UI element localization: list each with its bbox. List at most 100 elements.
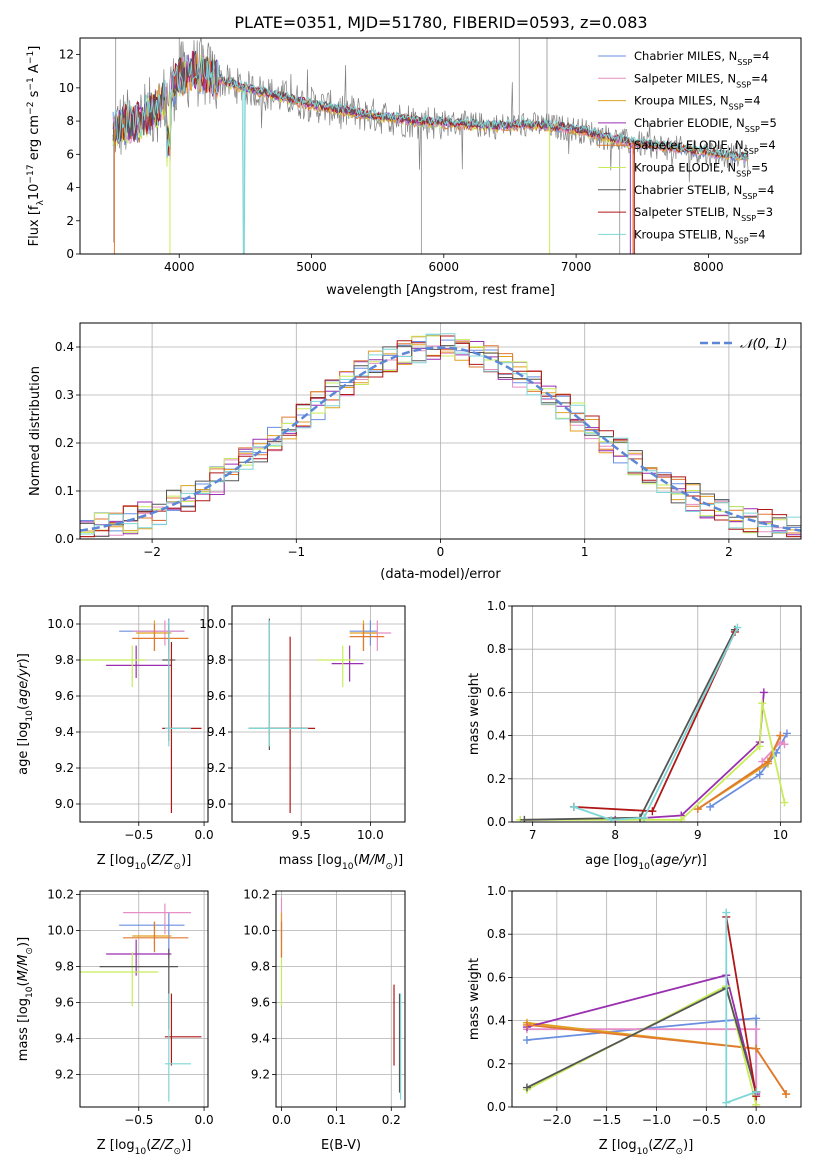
x-tick-label: 9 (694, 828, 702, 842)
legend-label-salpeter-miles: Salpeter MILES, NSSP=4 (634, 71, 768, 89)
x-tick-label: −1.0 (642, 1113, 671, 1127)
y-tick-label: 8 (66, 114, 74, 128)
y-tick-label: 9.8 (55, 960, 74, 974)
y-tick-label: 0.8 (487, 927, 506, 941)
legend-label-chabrier-miles: Chabrier MILES, NSSP=4 (634, 49, 769, 67)
mass-z-y-label: mass [log10(M/M⊙)] (16, 937, 35, 1061)
y-tick-label: 10.0 (47, 924, 74, 938)
x-tick-label: 0 (437, 545, 445, 559)
legend-label-chabrier-stelib: Chabrier STELIB, NSSP=4 (634, 183, 774, 201)
x-tick-label: −1 (287, 545, 305, 559)
x-tick-label: 10.0 (357, 828, 384, 842)
weight-marker-chabrier-miles (706, 802, 715, 811)
x-tick-label: 5000 (296, 260, 327, 274)
y-tick-label: 9.0 (207, 797, 226, 811)
weight-marker-salpeter-elodie (522, 1020, 531, 1029)
weight-marker-kroupa-stelib (640, 813, 649, 822)
weight-marker-chabrier-miles (782, 729, 791, 738)
weight-marker-salpeter-elodie (752, 1044, 761, 1053)
y-tick-label: 0.0 (487, 815, 506, 829)
legend-label-salpeter-elodie: Salpeter ELODIE, NSSP=4 (634, 138, 776, 156)
lines-weight-vs-age (516, 623, 791, 822)
spectrum-axes-frame (79, 37, 802, 255)
y-tick-label: 0.4 (487, 729, 506, 743)
y-tick-label: 12 (59, 48, 74, 62)
panel-spectrum (76, 54, 709, 258)
y-tick-label: 0.1 (55, 484, 74, 498)
histogram-y-label: Normed distribution (28, 366, 43, 496)
weight-marker-kroupa-elodie (677, 815, 686, 822)
crosses-age-vs-Z (80, 618, 202, 813)
weight-line-kroupa-stelib (573, 627, 739, 821)
spectrum-lines (112, 38, 749, 254)
panel-age-vs-Z (76, 606, 208, 826)
weight-age-x-label: age [log10(age/yr)] (585, 853, 707, 872)
legend-label-chabrier-elodie: Chabrier ELODIE, NSSP=5 (634, 116, 777, 133)
y-tick-label: 0.2 (487, 1057, 506, 1071)
weight-marker-salpeter-miles (752, 1025, 761, 1034)
histogram-x-label: (data-model)/error (380, 567, 501, 582)
y-tick-label: 9.4 (55, 725, 74, 739)
x-tick-label: 0.0 (195, 1113, 214, 1127)
y-tick-label: 9.2 (55, 1068, 74, 1082)
weight-z-x-label: Z [log10(Z/Z⊙)] (599, 1138, 694, 1157)
weight-marker-kroupa-elodie (752, 1100, 761, 1107)
weight-marker-chabrier-stelib (522, 1083, 531, 1092)
histogram-legend-label: 𝒩(0, 1) (740, 337, 787, 352)
y-tick-label: 0.3 (55, 388, 74, 402)
y-tick-label: 9.0 (55, 797, 74, 811)
weight-marker-kroupa-stelib (607, 815, 616, 822)
spectrum-y-label: Flux [fλ10−17 erg cm−2 s−1 A−1] (26, 46, 46, 247)
weight-age-y-label: mass weight (467, 673, 482, 755)
y-tick-label: 9.2 (251, 1068, 270, 1082)
weight-marker-chabrier-miles (752, 1014, 761, 1023)
legend-label-kroupa-elodie: Kroupa ELODIE, NSSP=5 (634, 161, 768, 179)
weight-marker-salpeter-elodie (693, 805, 702, 814)
x-tick-label: −2 (143, 545, 161, 559)
lines-weight-vs-Z (522, 908, 791, 1107)
y-tick-label: 0.4 (487, 1014, 506, 1028)
y-tick-label: 9.6 (55, 996, 74, 1010)
y-tick-label: 10.2 (47, 888, 74, 902)
weight-marker-kroupa-stelib (722, 1098, 731, 1107)
mass-z-x-label: Z [log10(Z/Z⊙)] (97, 1138, 192, 1157)
y-tick-label: 10.0 (47, 617, 74, 631)
y-tick-label: 9.6 (251, 996, 270, 1010)
weight-marker-kroupa-stelib (569, 802, 578, 811)
histogram-axes-frame (79, 322, 802, 540)
y-tick-label: 9.8 (207, 653, 226, 667)
y-tick-label: 9.6 (207, 689, 226, 703)
y-tick-label: 0.8 (487, 642, 506, 656)
y-tick-label: 9.2 (55, 761, 74, 775)
x-tick-label: 2 (725, 545, 733, 559)
mass-ebv-x-label: E(B-V) (321, 1138, 361, 1153)
crosses-mass-vs-Z (80, 903, 202, 1102)
crosses-age-vs-mass (248, 618, 392, 813)
y-tick-label: 9.6 (55, 689, 74, 703)
y-tick-label: 0.0 (487, 1100, 506, 1114)
x-tick-label: 0.1 (327, 1113, 346, 1127)
weight-marker-kroupa-elodie (758, 699, 767, 708)
axes-frame-mass-vs-EBV (275, 890, 406, 1108)
y-tick-label: 6 (66, 147, 74, 161)
x-tick-label: 10 (773, 828, 788, 842)
histogram-kroupa-stelib (80, 333, 801, 535)
age-z-y-label: age [log10(age/yr)] (16, 653, 35, 775)
x-tick-label: 1 (581, 545, 589, 559)
x-tick-label: 4000 (164, 260, 195, 274)
model-line-kroupa-stelib (112, 54, 749, 254)
x-tick-label: −1.5 (592, 1113, 621, 1127)
y-tick-label: 4 (66, 181, 74, 195)
legend-label-kroupa-miles: Kroupa MILES, NSSP=4 (634, 94, 761, 112)
weight-marker-kroupa-stelib (722, 908, 731, 917)
weight-marker-salpeter-elodie (763, 757, 772, 766)
y-tick-label: 0.2 (487, 772, 506, 786)
x-tick-label: −0.5 (124, 1113, 153, 1127)
x-tick-label: 8000 (693, 260, 724, 274)
axes-frame-age-vs-mass (231, 605, 406, 823)
y-tick-label: 9.4 (55, 1032, 74, 1046)
figure-title: PLATE=0351, MJD=51780, FIBERID=0593, z=0… (234, 13, 647, 32)
weight-marker-salpeter-elodie (782, 1090, 791, 1099)
legend-label-salpeter-stelib: Salpeter STELIB, NSSP=3 (634, 205, 773, 223)
